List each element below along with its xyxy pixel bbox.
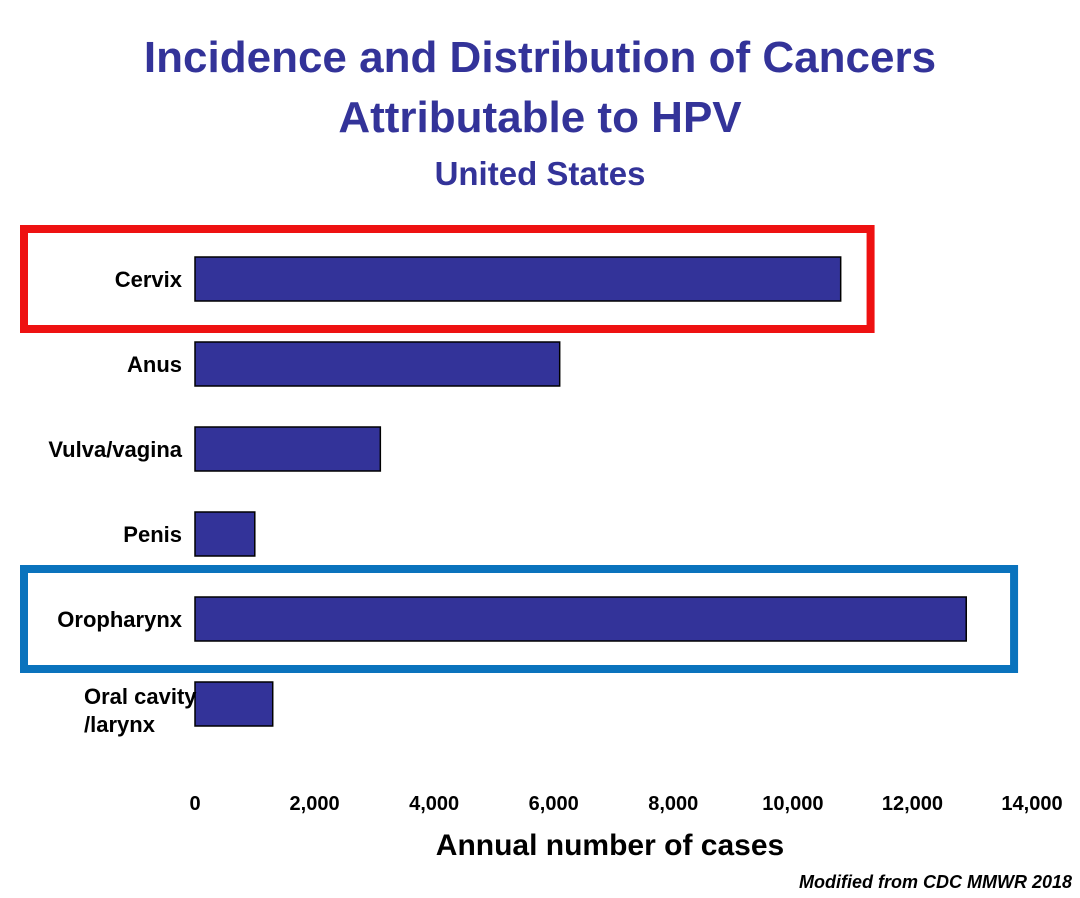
bar-vulva-vagina	[194, 426, 382, 472]
x-tick-label: 14,000	[1001, 793, 1062, 815]
bar-penis	[194, 511, 256, 557]
chart-title-line-1: Incidence and Distribution of Cancers	[143, 33, 937, 82]
category-label-penis: Penis	[123, 522, 182, 547]
highlight-box-oropharynx	[20, 565, 1019, 673]
chart-subtitle: United States	[434, 155, 646, 192]
bar-oropharynx	[194, 596, 967, 642]
bar-anus	[194, 341, 561, 387]
x-tick-label: 0	[189, 793, 200, 815]
x-tick-label: 2,000	[290, 793, 340, 815]
highlight-box-cervix	[20, 225, 875, 333]
category-label-vulva-vagina: Vulva/vagina	[48, 437, 182, 462]
bar-cervix	[194, 256, 842, 302]
chart-title-line-2: Attributable to HPV	[338, 93, 742, 142]
category-label-oral-cavity-larynx: Oral cavity/larynx	[84, 684, 197, 737]
x-tick-label: 4,000	[409, 793, 459, 815]
category-label-cervix: Cervix	[115, 267, 183, 292]
source-note: Modified from CDC MMWR 2018	[798, 872, 1072, 892]
category-label-oropharynx: Oropharynx	[57, 607, 182, 632]
x-tick-label: 10,000	[762, 793, 823, 815]
category-label-anus: Anus	[127, 352, 182, 377]
x-axis-label: Annual number of cases	[436, 829, 784, 862]
x-tick-label: 12,000	[882, 793, 943, 815]
bar-oral-cavity-larynx	[194, 681, 274, 727]
x-tick-label: 8,000	[648, 793, 698, 815]
x-tick-label: 6,000	[529, 793, 579, 815]
